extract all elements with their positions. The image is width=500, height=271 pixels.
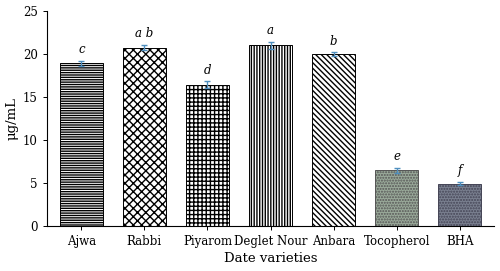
Bar xyxy=(312,54,355,226)
Text: a: a xyxy=(267,24,274,37)
Y-axis label: μg/mL: μg/mL xyxy=(6,97,18,140)
Bar xyxy=(249,45,292,226)
Text: e: e xyxy=(393,150,400,163)
X-axis label: Date varieties: Date varieties xyxy=(224,253,318,265)
Text: d: d xyxy=(204,64,211,77)
Bar xyxy=(375,170,418,226)
Text: a b: a b xyxy=(136,27,154,40)
Bar xyxy=(186,85,229,226)
Text: b: b xyxy=(330,35,338,48)
Bar xyxy=(123,48,166,226)
Bar xyxy=(60,63,103,226)
Bar xyxy=(438,183,481,226)
Text: c: c xyxy=(78,43,84,56)
Text: f: f xyxy=(458,164,462,177)
